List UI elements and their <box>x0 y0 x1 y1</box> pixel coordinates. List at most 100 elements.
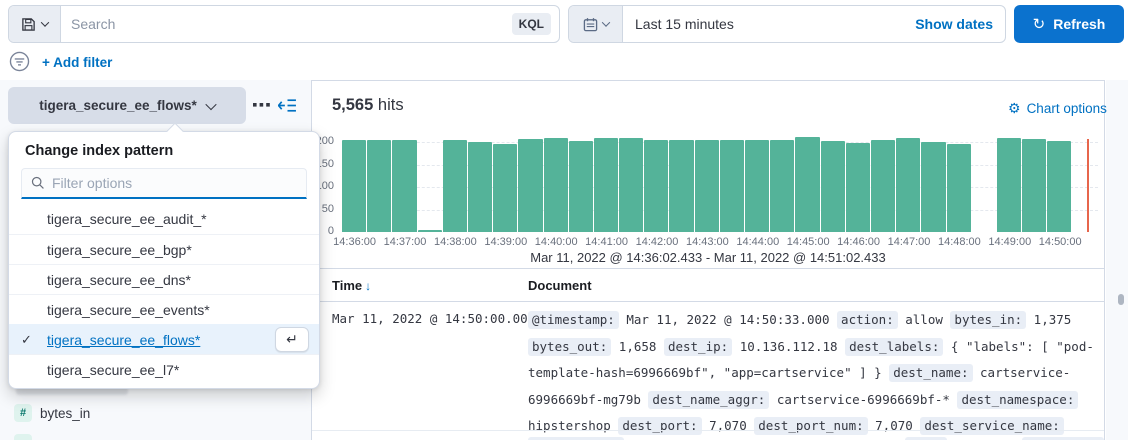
scrollbar-thumb[interactable] <box>1118 294 1124 305</box>
histogram-bar[interactable] <box>593 137 619 232</box>
chart-options-label: Chart options <box>1026 101 1107 116</box>
obscured-field-item <box>16 386 128 395</box>
saved-query-button[interactable] <box>9 6 61 42</box>
hits-number: 5,565 <box>332 96 374 114</box>
search-input[interactable] <box>61 6 512 42</box>
kql-badge[interactable]: KQL <box>511 13 551 35</box>
field-name-badge[interactable]: dest_ip: <box>663 337 733 356</box>
x-axis-tick: 14:44:00 <box>736 236 780 248</box>
histogram-bar[interactable] <box>543 138 568 232</box>
index-pattern-option-label: tigera_secure_ee_flows* <box>47 331 201 348</box>
scrollbar-track[interactable] <box>1106 80 1128 440</box>
histogram-bar[interactable] <box>619 138 644 232</box>
row-time-cell[interactable]: Mar 11, 2022 @ 14:50:00.000 <box>332 311 536 326</box>
x-axis-tick: 14:39:00 <box>484 236 528 248</box>
gear-icon: ⚙ <box>1008 100 1021 116</box>
histogram-bar[interactable] <box>669 139 694 232</box>
field-name-badge[interactable]: bytes_out: <box>528 337 612 356</box>
index-pattern-option[interactable]: tigera_secure_ee_audit_* <box>9 204 319 234</box>
field-name-badge[interactable]: dest_name_aggr: <box>648 390 770 409</box>
x-axis-tick: 14:40:00 <box>534 236 578 248</box>
index-pattern-option[interactable]: tigera_secure_ee_events* <box>9 294 319 324</box>
field-label: bytes_in <box>40 405 91 421</box>
field-name-badge[interactable]: dest_name: <box>889 364 973 382</box>
field-name-badge[interactable]: dest_namespace: <box>957 390 1079 409</box>
boxes-horizontal-icon[interactable] <box>253 102 271 108</box>
histogram-bar[interactable] <box>870 140 896 232</box>
row-document-cell[interactable]: @timestamp: Mar 11, 2022 @ 14:50:33.000 … <box>528 311 1094 435</box>
column-header-time[interactable]: Time ↓ <box>332 278 372 293</box>
number-field-icon: # <box>14 404 32 422</box>
histogram-bar[interactable] <box>392 139 417 232</box>
histogram-bar[interactable] <box>644 139 669 232</box>
histogram-bar[interactable] <box>719 140 744 232</box>
chart-options-button[interactable]: ⚙ Chart options <box>1008 100 1107 117</box>
search-icon <box>31 176 44 189</box>
field-name-badge[interactable]: @timestamp: <box>528 311 619 329</box>
histogram-bar[interactable] <box>1047 141 1072 232</box>
collapse-sidebar-icon[interactable] <box>278 97 297 114</box>
histogram-bar[interactable] <box>745 139 770 232</box>
search-bar: KQL <box>8 5 560 43</box>
index-pattern-option[interactable]: tigera_secure_ee_l7* <box>9 354 319 384</box>
filter-icon[interactable] <box>9 51 30 72</box>
x-axis-labels: 14:36:00 14:37:00 14:38:00 14:39:00 14:40:00… <box>333 236 1098 250</box>
index-pattern-options: tigera_secure_ee_audit_* tigera_secure_ee… <box>9 199 319 389</box>
histogram-bars <box>342 136 1098 232</box>
histogram-bar[interactable] <box>367 139 392 232</box>
current-time-marker <box>1087 139 1089 232</box>
x-axis-tick: 14:47:00 <box>887 236 931 248</box>
sort-desc-icon[interactable]: ↓ <box>365 279 372 293</box>
divider <box>312 268 1104 269</box>
filter-options-input[interactable] <box>52 175 297 191</box>
histogram-bar[interactable] <box>493 143 518 232</box>
show-dates-link[interactable]: Show dates <box>915 16 993 32</box>
histogram-bar[interactable] <box>820 140 845 232</box>
index-pattern-option-label: tigera_secure_ee_audit_* <box>47 211 207 227</box>
x-axis-tick: 14:43:00 <box>685 236 729 248</box>
field-name-badge[interactable]: dest_service_name: <box>920 417 1064 435</box>
histogram-bar[interactable] <box>795 136 820 232</box>
histogram-bar[interactable] <box>921 142 946 232</box>
refresh-button[interactable]: ↻ Refresh <box>1014 5 1124 43</box>
add-filter-button[interactable]: + Add filter <box>42 55 113 70</box>
field-name-badge[interactable]: bytes_in: <box>950 311 1027 329</box>
calendar-button[interactable] <box>569 6 623 42</box>
time-range-value[interactable]: Last 15 minutes <box>635 16 734 32</box>
histogram-bar[interactable] <box>342 139 367 232</box>
popover-title: Change index pattern <box>25 143 174 159</box>
partial-field-icon <box>14 434 32 440</box>
index-pattern-option[interactable]: tigera_secure_ee_dns* <box>9 264 319 294</box>
histogram-bar[interactable] <box>694 139 719 232</box>
x-axis-tick: 14:46:00 <box>837 236 881 248</box>
y-axis-tick: 100 <box>315 180 334 192</box>
index-pattern-option[interactable]: tigera_secure_ee_bgp* <box>9 234 319 264</box>
histogram-bar[interactable] <box>467 142 493 232</box>
change-index-pattern-popover: Change index pattern tigera_secure_ee_au… <box>8 122 320 389</box>
histogram-bar[interactable] <box>518 138 543 232</box>
chevron-down-icon <box>601 18 610 27</box>
index-pattern-option[interactable]: ✓ tigera_secure_ee_flows* ↵ <box>9 324 319 354</box>
histogram-bar[interactable] <box>770 139 795 232</box>
field-name-badge[interactable]: action: <box>837 311 898 329</box>
histogram-bar[interactable] <box>946 143 971 232</box>
field-name-badge[interactable]: dest_labels: <box>845 337 944 356</box>
histogram-bar[interactable] <box>442 139 467 232</box>
index-pattern-button[interactable]: tigera_secure_ee_flows* <box>8 87 246 124</box>
histogram-bar[interactable] <box>417 229 442 232</box>
histogram-bar[interactable] <box>896 137 921 232</box>
histogram-bar[interactable] <box>845 143 870 232</box>
chevron-down-icon <box>40 18 50 27</box>
histogram-bar[interactable] <box>1022 138 1047 232</box>
hits-label: hits <box>377 96 404 114</box>
index-pattern-label: tigera_secure_ee_flows* <box>39 98 197 113</box>
field-name-badge[interactable]: dest_port: <box>618 417 702 435</box>
field-name-badge[interactable]: dest_port_num: <box>754 417 868 435</box>
x-axis-tick: 14:38:00 <box>433 236 477 248</box>
histogram-bar[interactable] <box>568 141 593 232</box>
next-row-field-badge <box>1022 437 1104 440</box>
y-axis-tick: 150 <box>315 157 334 170</box>
sidebar-field-bytes-in[interactable]: # bytes_in <box>14 404 90 422</box>
histogram-bar[interactable] <box>996 137 1022 232</box>
hits-count: 5,565 hits <box>332 96 404 115</box>
